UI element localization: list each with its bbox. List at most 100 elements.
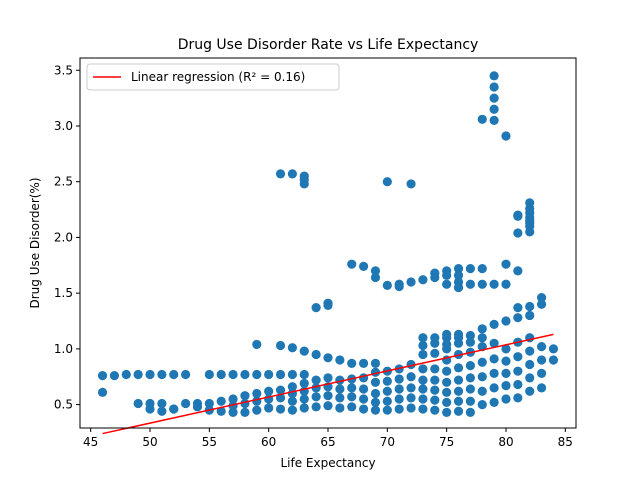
legend-box	[86, 63, 340, 91]
data-point	[442, 279, 452, 289]
data-point	[536, 342, 547, 352]
data-point	[275, 385, 286, 395]
data-point	[453, 396, 464, 406]
data-point	[465, 337, 475, 347]
data-point	[406, 372, 416, 382]
data-point	[394, 374, 404, 384]
data-point	[394, 404, 404, 414]
data-point	[453, 406, 464, 416]
data-point	[370, 272, 381, 283]
data-point	[240, 391, 250, 401]
data-point	[513, 393, 523, 403]
data-point	[228, 369, 238, 380]
data-point	[489, 368, 499, 378]
data-point	[536, 355, 547, 365]
data-point	[489, 354, 499, 364]
data-point	[157, 369, 167, 380]
data-point	[347, 358, 357, 368]
data-point	[358, 384, 369, 394]
data-point	[418, 349, 428, 360]
data-point	[453, 349, 464, 360]
data-point	[240, 407, 250, 417]
data-point	[335, 355, 345, 365]
data-point	[323, 373, 333, 383]
data-point	[347, 259, 357, 269]
data-point	[442, 397, 452, 407]
y-tick-label: 1.0	[54, 342, 73, 356]
data-point	[513, 352, 523, 362]
data-point	[109, 371, 120, 381]
x-tick-label: 60	[261, 435, 276, 449]
data-point	[477, 114, 487, 124]
data-point	[275, 404, 286, 414]
data-point	[181, 398, 191, 409]
data-point	[442, 366, 452, 376]
y-axis-label: Drug Use Disorder(%)	[28, 177, 42, 308]
data-point	[406, 277, 416, 287]
data-point	[264, 403, 274, 413]
data-point	[477, 386, 487, 396]
data-point	[501, 316, 511, 326]
data-point	[477, 264, 487, 274]
y-tick-label: 2.5	[54, 175, 73, 189]
data-point	[264, 386, 274, 396]
data-point	[358, 261, 369, 272]
data-point	[453, 375, 464, 385]
data-point	[311, 303, 321, 313]
x-tick-label: 80	[498, 435, 513, 449]
data-point	[513, 366, 523, 376]
scatter-points	[97, 71, 559, 417]
data-point	[453, 363, 464, 373]
data-point	[548, 355, 559, 365]
data-point	[406, 179, 416, 189]
y-axis-ticks: 0.5 1.0 1.5 2.0 2.5 3.0 3.5	[54, 63, 80, 412]
data-point	[418, 275, 428, 285]
data-point	[335, 403, 345, 413]
data-point	[252, 388, 262, 399]
data-point	[133, 369, 143, 380]
data-point	[299, 346, 309, 356]
data-point	[525, 373, 535, 383]
data-point	[157, 406, 167, 416]
data-point	[465, 264, 475, 274]
data-point	[287, 382, 298, 392]
data-point	[299, 403, 309, 413]
data-point	[465, 407, 475, 417]
data-point	[477, 372, 487, 382]
data-point	[513, 210, 523, 220]
data-point	[287, 369, 298, 380]
data-point	[358, 358, 369, 368]
data-point	[406, 403, 416, 413]
data-point	[382, 376, 392, 386]
data-point	[525, 301, 535, 312]
data-point	[204, 369, 214, 380]
data-point	[501, 394, 511, 404]
data-point	[442, 407, 452, 417]
data-point	[121, 369, 131, 380]
x-tick-label: 85	[558, 435, 573, 449]
data-point	[501, 356, 511, 366]
data-point	[287, 405, 298, 415]
data-point	[430, 268, 440, 278]
data-point	[513, 379, 523, 390]
data-point	[477, 357, 487, 367]
data-point	[477, 399, 487, 410]
x-axis-ticks: 45 50 55 60 65 70 75 80 85	[83, 428, 573, 449]
data-point	[252, 339, 262, 350]
data-point	[442, 329, 452, 339]
data-point	[382, 396, 392, 406]
data-point	[465, 373, 475, 383]
y-tick-label: 3.0	[54, 119, 73, 133]
data-point	[501, 368, 511, 378]
data-point	[216, 406, 226, 416]
data-point	[406, 383, 416, 393]
data-point	[453, 277, 464, 287]
data-point	[347, 392, 357, 402]
data-point	[311, 375, 321, 385]
data-point	[430, 364, 440, 374]
data-point	[382, 386, 392, 396]
data-point	[525, 198, 535, 208]
data-point	[252, 405, 262, 415]
data-point	[228, 401, 238, 411]
data-point	[418, 394, 428, 404]
